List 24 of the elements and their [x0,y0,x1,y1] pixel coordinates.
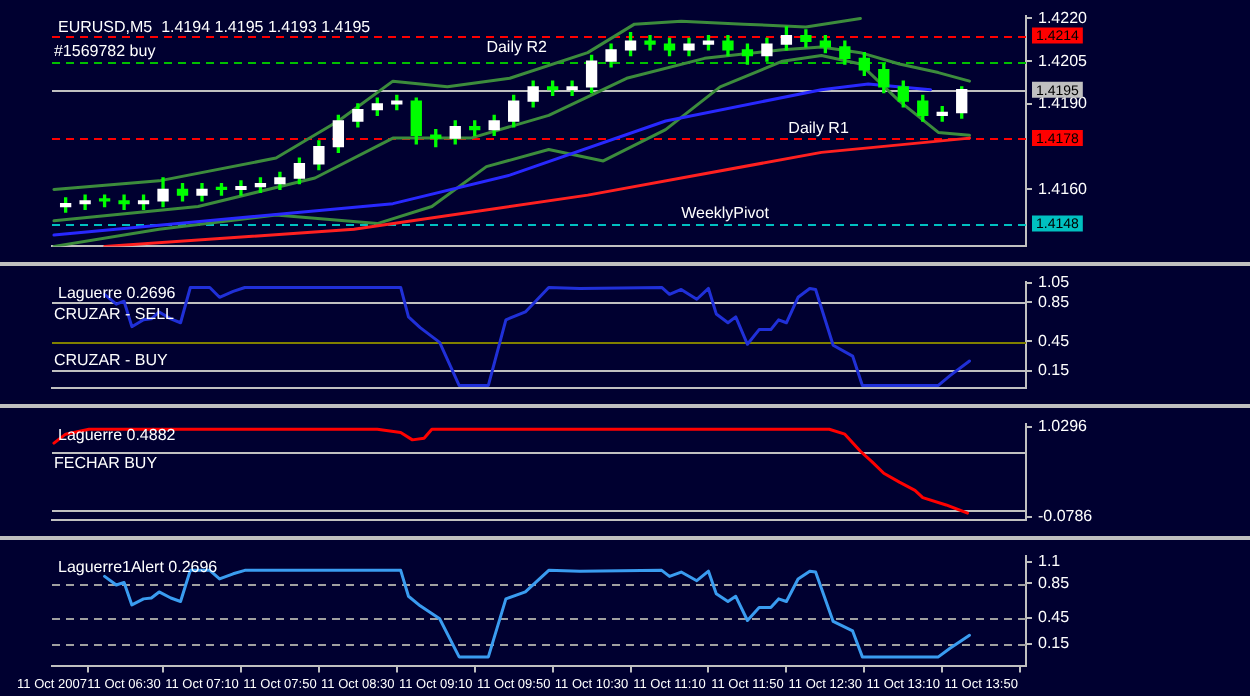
y-tick-label: 1.0296 [1038,417,1089,436]
annotation: Laguerre 0.2696 [58,284,177,303]
y-tick-label: 0.15 [1038,634,1071,653]
annotation: CRUZAR - SELL [53,304,176,323]
annotation: CRUZAR - BUY [53,351,170,370]
y-tick-label: 1.4190 [1038,94,1089,113]
y-tick-label: 1.05 [1038,272,1071,291]
y-tick-label: 1.4205 [1038,51,1089,70]
y-tick-label: 1.1 [1038,552,1062,571]
chart-title: EURUSD,M5 1.4194 1.4195 1.4193 1.4195 [58,18,372,37]
annotation: Laguerre1Alert 0.2696 [58,558,219,577]
annotation: #1569782 buy [53,41,156,60]
y-tick-label: -0.0786 [1038,507,1094,526]
y-tick-label: 1.4160 [1038,179,1089,198]
annotation: Daily R1 [788,118,850,137]
y-tick-label: 0.45 [1038,608,1071,627]
annotation: FECHAR BUY [53,454,159,473]
y-tick-label: 0.15 [1038,361,1071,380]
y-tick-label: 0.85 [1038,292,1071,311]
y-tick-label: 0.45 [1038,331,1071,350]
y-tick-label: 0.85 [1038,573,1071,592]
y-tick-label: 1.4220 [1038,8,1089,27]
annotation: Daily R2 [486,37,548,56]
annotation: WeeklyPivot [681,204,771,223]
